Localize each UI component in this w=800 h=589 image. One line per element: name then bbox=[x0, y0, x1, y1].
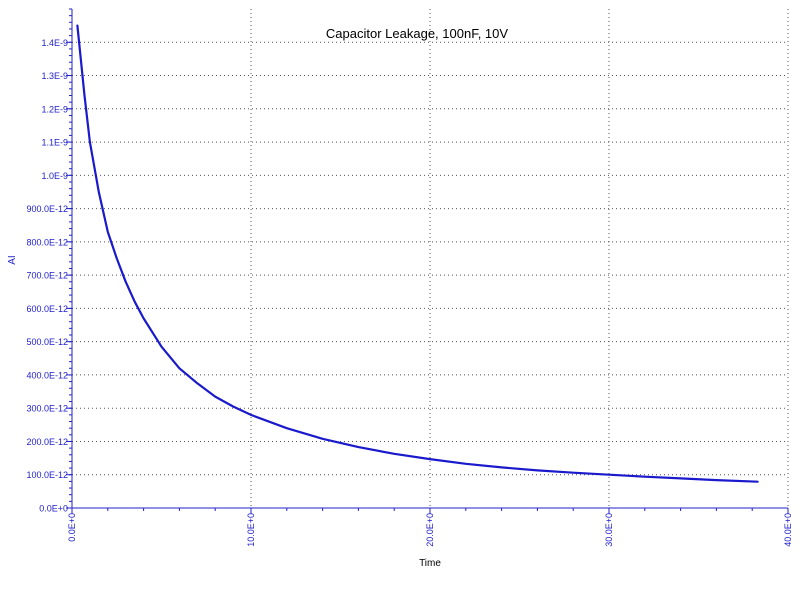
series-layer bbox=[76, 24, 759, 483]
chart-title: Capacitor Leakage, 100nF, 10V bbox=[326, 26, 508, 41]
y-tick-label: 1.4E-9 bbox=[41, 38, 68, 48]
tick-layer: 0.0E+0 100.0E-12 200.0E-12 300.0E-12 400.0E-… bbox=[26, 8, 793, 547]
y-tick-label: 200.0E-12 bbox=[26, 437, 68, 447]
y-tick-label: 300.0E-12 bbox=[26, 404, 68, 414]
y-tick-label: 1.0E-9 bbox=[41, 171, 68, 181]
series-line bbox=[76, 24, 759, 483]
y-tick-label: 600.0E-12 bbox=[26, 304, 68, 314]
x-tick-label: 20.0E+0 bbox=[425, 513, 435, 547]
y-tick-label: 900.0E-12 bbox=[26, 204, 68, 214]
x-tick-label: 0.0E+0 bbox=[67, 513, 77, 542]
y-tick-label: 100.0E-12 bbox=[26, 470, 68, 480]
y-axis-label: AI bbox=[7, 255, 18, 264]
grid-layer bbox=[72, 9, 789, 508]
x-tick-label: 10.0E+0 bbox=[246, 513, 256, 547]
y-tick-label: 700.0E-12 bbox=[26, 271, 68, 281]
x-tick-label: 40.0E+0 bbox=[783, 513, 793, 547]
y-tick-label: 500.0E-12 bbox=[26, 337, 68, 347]
y-tick-label: 1.2E-9 bbox=[41, 104, 68, 114]
y-tick-label: 0.0E+0 bbox=[39, 504, 68, 514]
y-tick-label: 400.0E-12 bbox=[26, 370, 68, 380]
x-tick-label: 30.0E+0 bbox=[604, 513, 614, 547]
x-axis-label: Time bbox=[419, 558, 441, 569]
y-tick-label: 1.3E-9 bbox=[41, 71, 68, 81]
y-tick-label: 800.0E-12 bbox=[26, 237, 68, 247]
y-tick-label: 1.1E-9 bbox=[41, 138, 68, 148]
